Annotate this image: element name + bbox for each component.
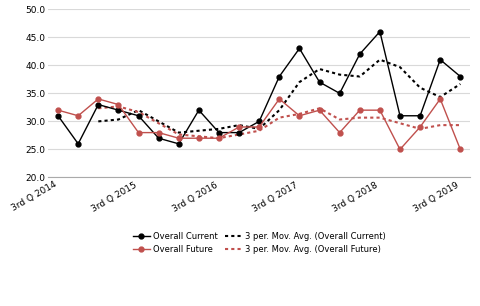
Legend: Overall Current, Overall Future, 3 per. Mov. Avg. (Overall Current), 3 per. Mov.: Overall Current, Overall Future, 3 per. … (133, 232, 385, 254)
